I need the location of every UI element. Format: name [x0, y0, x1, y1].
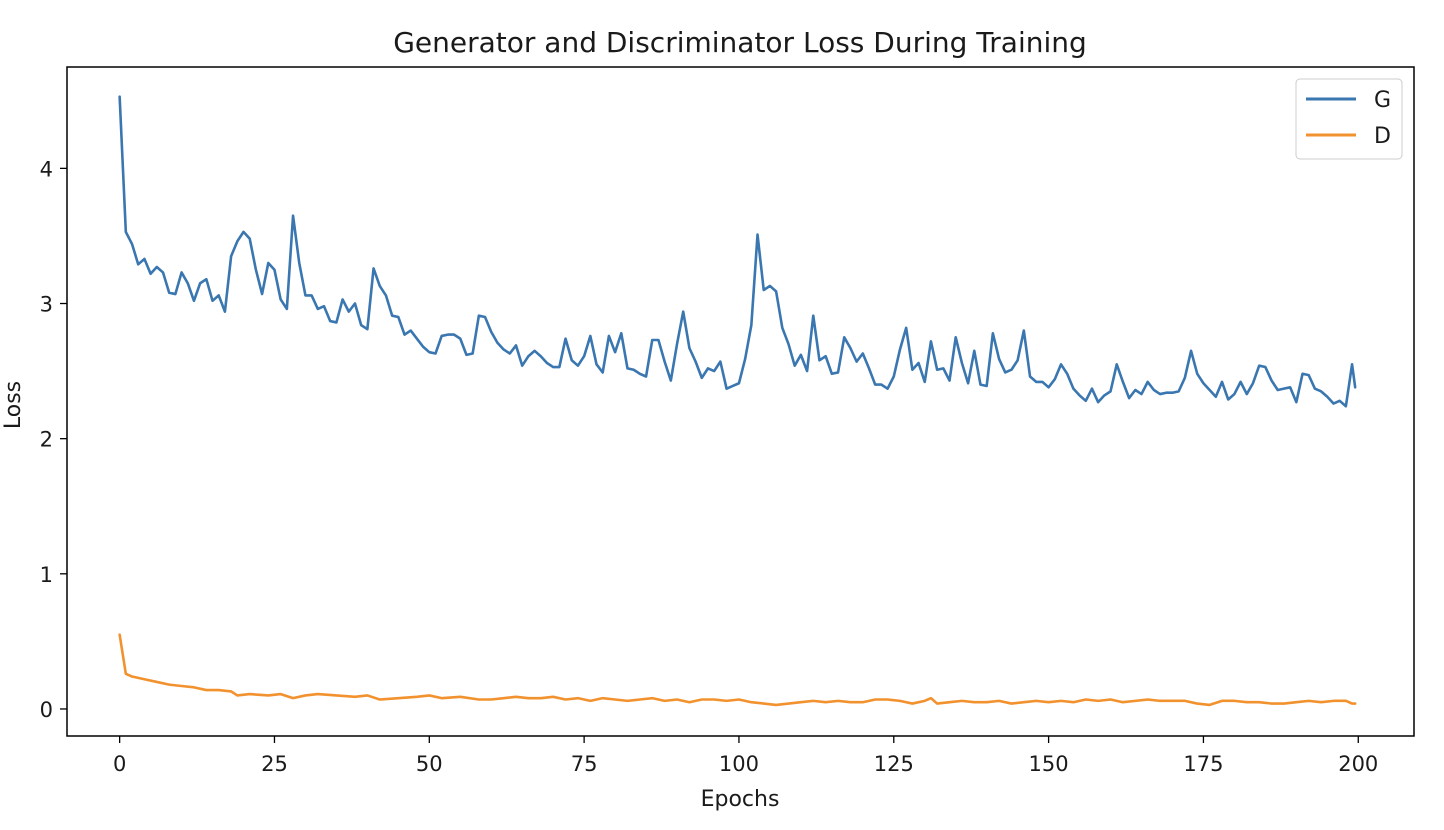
x-tick-label: 175 — [1183, 752, 1223, 776]
y-tick-label: 3 — [40, 293, 53, 317]
y-tick-label: 2 — [40, 428, 53, 452]
series-line-d — [118, 633, 1357, 707]
x-tick-label: 150 — [1029, 752, 1069, 776]
x-tick-label: 100 — [719, 752, 759, 776]
x-tick-label: 75 — [571, 752, 598, 776]
x-tick-label: 125 — [874, 752, 914, 776]
legend-label-g: G — [1374, 88, 1391, 113]
x-tick-label: 0 — [113, 752, 126, 776]
x-axis: 0 25 50 75 100 125 150 175 200 — [113, 736, 1378, 776]
y-tick-label: 0 — [40, 698, 53, 722]
x-axis-label: Epochs — [701, 787, 780, 812]
series-line-g — [118, 95, 1357, 408]
x-tick-label: 50 — [416, 752, 443, 776]
y-tick-label: 1 — [40, 563, 53, 587]
y-tick-label: 4 — [40, 157, 53, 181]
y-axis: 0 1 2 3 4 — [40, 157, 67, 722]
x-tick-label: 200 — [1338, 752, 1378, 776]
chart-title: Generator and Discriminator Loss During … — [393, 26, 1087, 59]
legend-label-d: D — [1374, 124, 1391, 149]
series-layer — [118, 95, 1357, 707]
x-tick-label: 25 — [261, 752, 288, 776]
y-axis-label: Loss — [1, 381, 26, 429]
plot-area — [66, 66, 1415, 737]
legend: G D — [1295, 78, 1403, 160]
